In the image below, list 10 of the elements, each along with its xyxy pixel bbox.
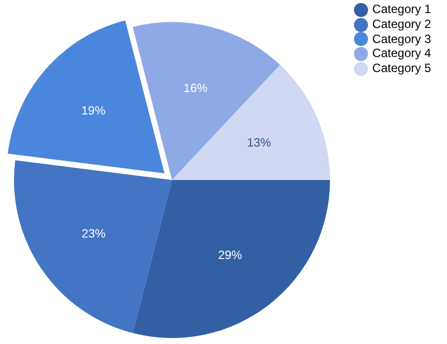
legend-label: Category 4 <box>372 46 431 60</box>
data-label: 16% <box>184 81 208 96</box>
legend-label: Category 1 <box>372 2 431 16</box>
data-label: 23% <box>82 226 106 240</box>
data-label: 29% <box>218 248 242 262</box>
data-label: 19% <box>81 104 106 118</box>
legend-label: Category 2 <box>372 16 431 31</box>
legend-label: Category 3 <box>372 32 431 46</box>
data-label: 13% <box>246 135 272 150</box>
legend-label: Category 5 <box>372 61 431 76</box>
